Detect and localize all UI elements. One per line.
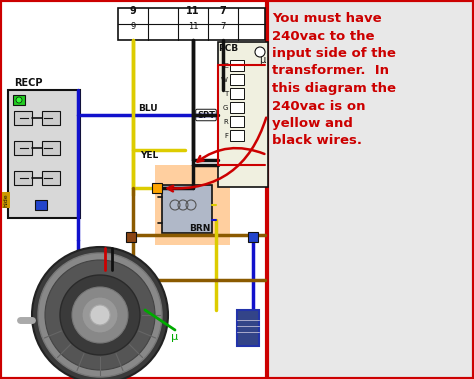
- Text: G: G: [223, 105, 228, 111]
- FancyBboxPatch shape: [13, 95, 25, 105]
- Text: W: W: [221, 77, 228, 83]
- Text: BLU: BLU: [138, 104, 158, 113]
- FancyBboxPatch shape: [118, 8, 265, 40]
- Text: SPT: SPT: [197, 111, 215, 119]
- Text: hide: hide: [3, 193, 9, 207]
- FancyBboxPatch shape: [155, 165, 230, 245]
- Text: 11: 11: [188, 22, 198, 31]
- Circle shape: [90, 305, 110, 325]
- Circle shape: [45, 260, 155, 370]
- Text: 9: 9: [130, 22, 136, 31]
- Text: F: F: [224, 133, 228, 139]
- Circle shape: [38, 253, 162, 377]
- FancyBboxPatch shape: [248, 232, 258, 242]
- FancyBboxPatch shape: [126, 232, 136, 242]
- Text: 9: 9: [129, 6, 137, 16]
- FancyBboxPatch shape: [218, 42, 268, 187]
- FancyBboxPatch shape: [14, 111, 32, 125]
- Text: PCB: PCB: [218, 44, 238, 53]
- Text: You must have
240vac to the
input side of the
transformer.  In
this diagram the
: You must have 240vac to the input side o…: [272, 12, 396, 147]
- FancyBboxPatch shape: [42, 171, 60, 185]
- Circle shape: [16, 97, 22, 103]
- FancyBboxPatch shape: [14, 171, 32, 185]
- FancyBboxPatch shape: [42, 111, 60, 125]
- Text: 7: 7: [219, 6, 227, 16]
- FancyBboxPatch shape: [230, 74, 244, 85]
- Text: C: C: [223, 63, 228, 69]
- FancyBboxPatch shape: [230, 60, 244, 71]
- Text: YEL: YEL: [140, 150, 158, 160]
- FancyBboxPatch shape: [267, 0, 474, 379]
- FancyBboxPatch shape: [230, 102, 244, 113]
- FancyBboxPatch shape: [42, 141, 60, 155]
- Text: μ: μ: [259, 55, 265, 65]
- FancyBboxPatch shape: [230, 116, 244, 127]
- Circle shape: [82, 297, 118, 333]
- Circle shape: [72, 287, 128, 343]
- Text: μ: μ: [172, 332, 179, 342]
- Text: R: R: [223, 119, 228, 125]
- FancyBboxPatch shape: [162, 185, 212, 233]
- FancyBboxPatch shape: [35, 200, 47, 210]
- FancyBboxPatch shape: [230, 130, 244, 141]
- FancyBboxPatch shape: [8, 90, 80, 218]
- Circle shape: [255, 47, 265, 57]
- Text: 7: 7: [220, 22, 226, 31]
- FancyBboxPatch shape: [237, 310, 259, 346]
- Text: 11: 11: [186, 6, 200, 16]
- Circle shape: [32, 247, 168, 379]
- FancyBboxPatch shape: [230, 88, 244, 99]
- FancyBboxPatch shape: [152, 183, 162, 193]
- Circle shape: [60, 275, 140, 355]
- Text: T: T: [224, 91, 228, 97]
- Text: BRN: BRN: [189, 224, 210, 233]
- FancyBboxPatch shape: [14, 141, 32, 155]
- Text: RECP: RECP: [14, 78, 43, 88]
